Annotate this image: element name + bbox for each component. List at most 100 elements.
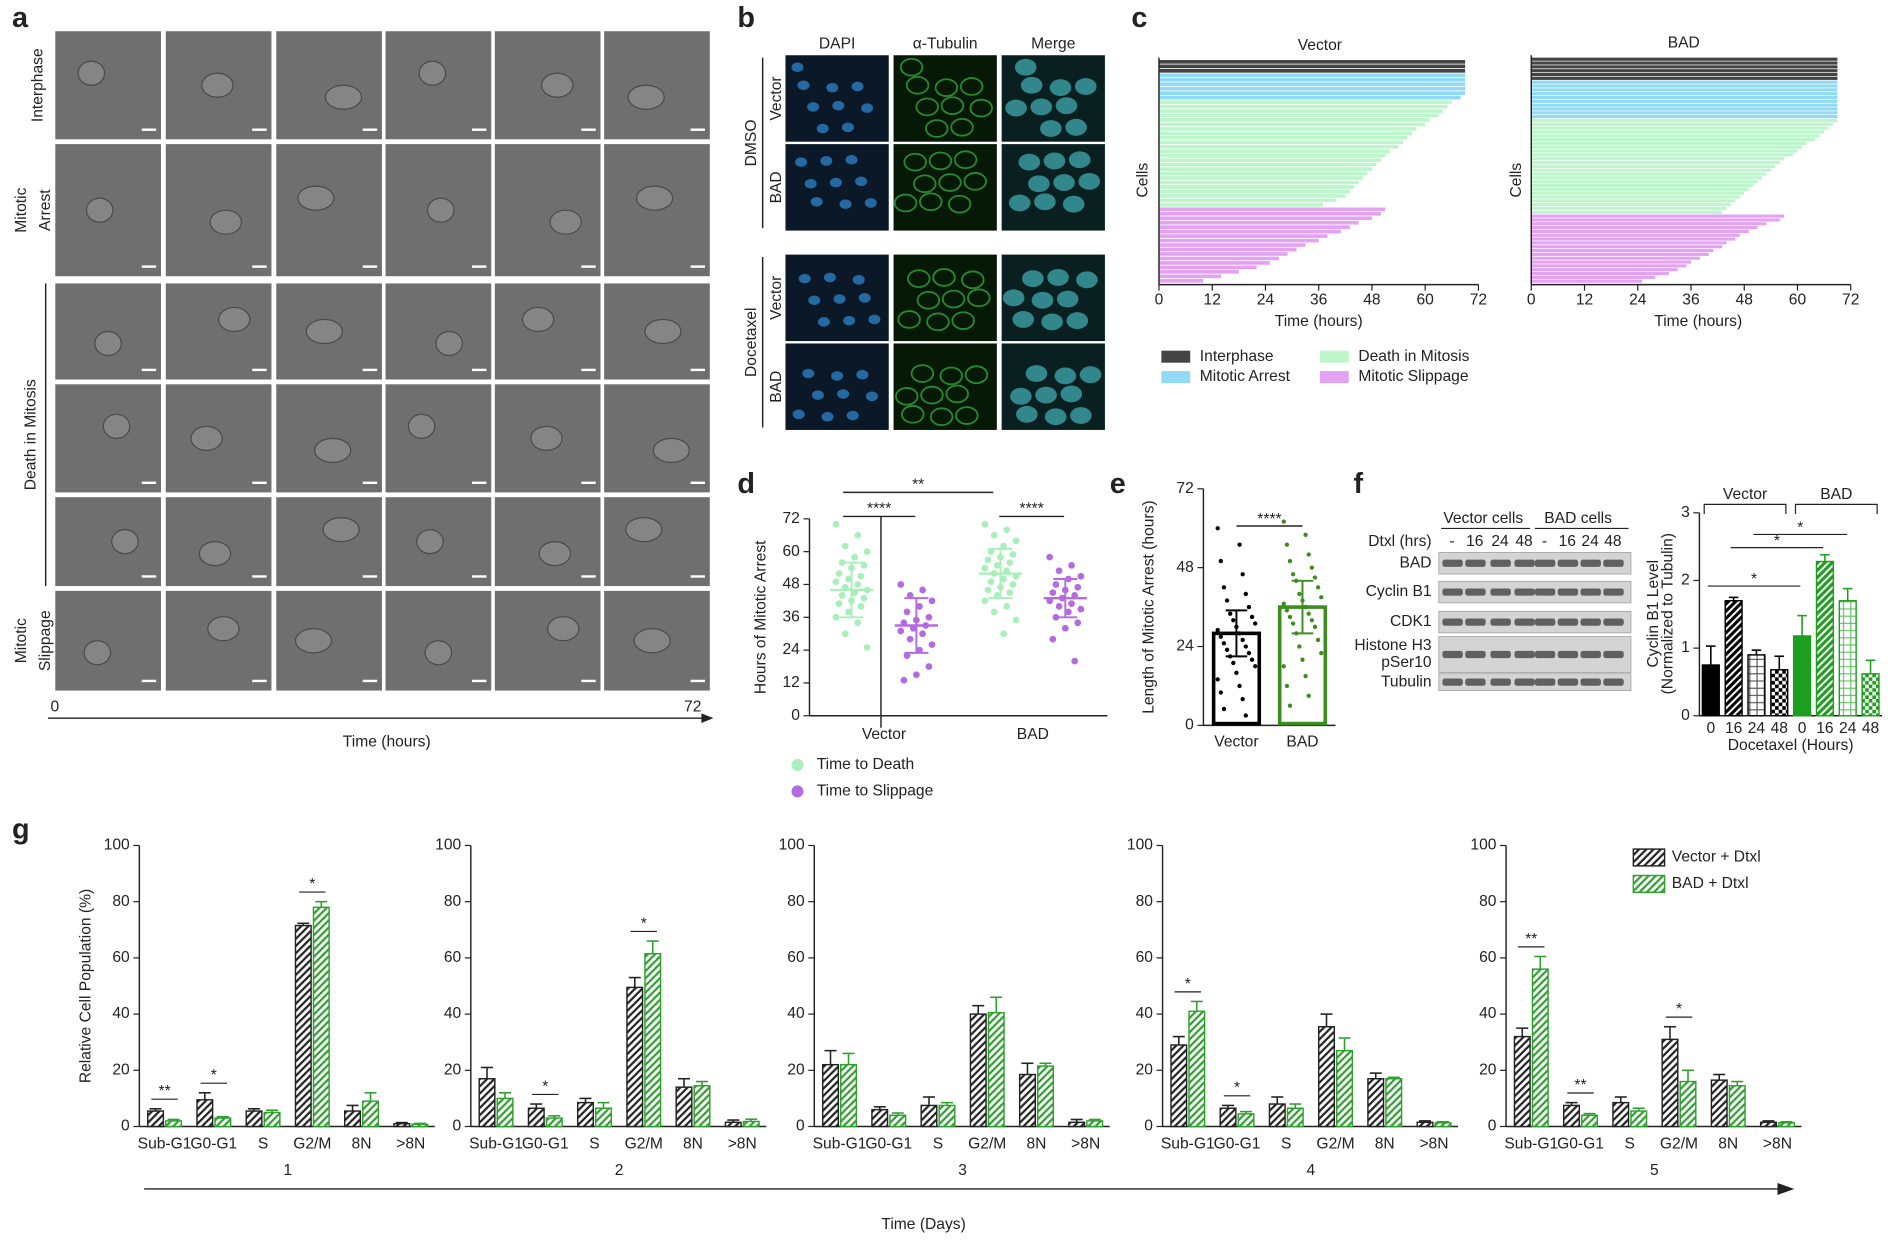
data-point (863, 644, 871, 651)
cell (190, 425, 223, 451)
cell-bar (1531, 84, 1838, 88)
cell-bar (1158, 243, 1306, 247)
micrograph (785, 55, 889, 142)
lane-label: 16 (1559, 533, 1576, 550)
cell-bar (1531, 180, 1758, 184)
group-label: Vector (1723, 486, 1767, 503)
column-header: α-Tubulin (913, 36, 978, 53)
data-point (1246, 604, 1252, 610)
blot-group: BAD cells (1544, 510, 1612, 527)
data-point (860, 594, 868, 602)
micrograph (55, 497, 161, 587)
bar (938, 1104, 956, 1128)
y-tick-label: 60 (444, 949, 462, 966)
cell (941, 289, 966, 309)
data-point (1309, 565, 1315, 570)
cell (910, 364, 935, 383)
data-point (1224, 598, 1230, 603)
cell-bar (1158, 252, 1288, 256)
lane-header: Dtxl (hrs) (1368, 533, 1431, 550)
data-point (1246, 650, 1252, 656)
y-tick-label: 100 (779, 837, 805, 854)
micrograph (165, 144, 272, 277)
significance-label: * (641, 915, 647, 932)
panel-letter: d (737, 468, 755, 500)
legend-label: Mitotic Arrest (1200, 368, 1291, 385)
cell (1022, 270, 1044, 288)
bar (1770, 669, 1789, 717)
blot-band (1442, 678, 1463, 686)
cell (1078, 172, 1101, 190)
cell-bar (1158, 265, 1257, 270)
legend-swatch (1161, 350, 1191, 363)
x-tick-label: G0-G1 (190, 1136, 237, 1153)
data-point (1243, 713, 1248, 718)
bar (1188, 1010, 1206, 1128)
bar (1679, 1080, 1697, 1128)
cell-bar (1158, 198, 1337, 203)
data-point (1290, 572, 1296, 577)
cell-bar (1531, 138, 1816, 142)
day-label: 4 (1307, 1162, 1316, 1179)
data-point (1237, 631, 1242, 636)
bar (1815, 560, 1835, 717)
cell (915, 97, 939, 117)
group-bracket (1794, 503, 1878, 515)
x-tick-label: BAD (1017, 726, 1049, 743)
data-point (854, 531, 862, 539)
x-tick-label: S (933, 1136, 943, 1153)
data-point (1303, 604, 1308, 610)
data-point (857, 602, 865, 610)
panel-letter: f (1354, 468, 1364, 500)
cell-bar (1531, 206, 1727, 211)
data-point (1303, 532, 1308, 537)
cell-bar (1531, 275, 1656, 279)
x-tick-label: G0-G1 (522, 1136, 569, 1153)
cell (893, 193, 918, 213)
x-tick-label: 8N (1718, 1136, 1738, 1153)
data-point (1284, 608, 1290, 613)
treatment-label: Docetaxel (743, 308, 760, 377)
cell-bar (1531, 141, 1807, 145)
x-tick-label: >8N (1071, 1136, 1100, 1153)
data-point (903, 608, 911, 616)
bar (821, 1063, 840, 1128)
y-tick-label: 0 (121, 1118, 130, 1135)
data-point (1281, 601, 1286, 606)
cell-bar (1531, 191, 1745, 195)
cell (1035, 386, 1057, 404)
y-tick-label: 20 (787, 1061, 805, 1078)
x-tick-label: S (1625, 1136, 1635, 1153)
x-tick-label: >8N (1419, 1136, 1448, 1153)
bar (496, 1097, 514, 1128)
cell-bar (1158, 171, 1368, 176)
y-tick-label: 60 (112, 949, 130, 966)
bar (1068, 1121, 1086, 1128)
cell (839, 199, 852, 209)
y-tick-label: 40 (787, 1005, 805, 1022)
blot-band (1465, 650, 1486, 659)
data-point (1306, 693, 1311, 698)
y-tick-label: 40 (444, 1005, 462, 1022)
cell-bar (1531, 80, 1838, 84)
data-point (1319, 650, 1324, 656)
cell (837, 389, 850, 399)
blot-band (1442, 559, 1463, 567)
legend-label: Time to Slippage (817, 783, 934, 800)
blot-band (1490, 678, 1511, 686)
cell (934, 78, 959, 97)
data-point (1287, 614, 1293, 620)
cell (1031, 291, 1054, 309)
bar (1580, 1114, 1599, 1128)
x-axis-label: Docetaxel (Hours) (1728, 737, 1854, 754)
bar (1710, 1079, 1728, 1128)
legend-swatch (1632, 874, 1666, 894)
y-tick-label: 2 (1681, 572, 1690, 589)
cell-bar (1158, 229, 1341, 234)
cell (521, 306, 555, 333)
cell-bar (1531, 65, 1838, 69)
cell-bar (1158, 68, 1466, 73)
y-tick-label: 0 (796, 1118, 805, 1135)
cell-bar (1531, 229, 1749, 233)
y-tick-label: 60 (787, 949, 805, 966)
